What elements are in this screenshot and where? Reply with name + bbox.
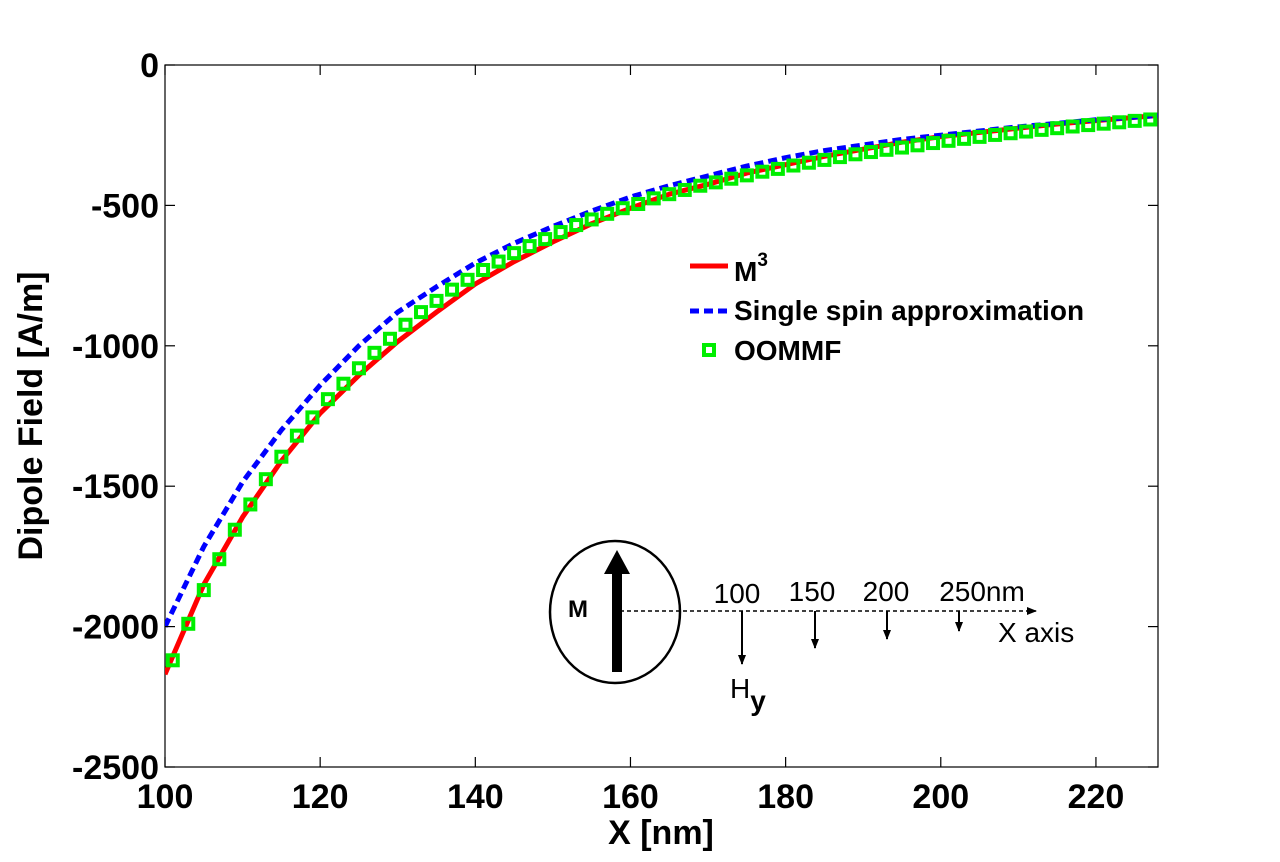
oommf-point-60	[1096, 116, 1111, 131]
oommf-point-37	[739, 168, 754, 183]
oommf-point-16	[414, 305, 429, 320]
x-tick-label-160: 160	[602, 778, 659, 816]
legend-label-m3: M3	[734, 250, 768, 287]
oommf-point-23	[522, 239, 537, 254]
oommf-point-39	[770, 161, 785, 176]
oommf-point-3	[212, 552, 227, 567]
oommf-point-50	[941, 133, 956, 148]
oommf-point-11	[336, 376, 351, 391]
oommf-point-63	[1143, 112, 1158, 127]
oommf-point-24	[538, 232, 553, 247]
oommf-point-56	[1034, 122, 1049, 137]
oommf-point-49	[926, 136, 941, 151]
oommf-point-61	[1112, 115, 1127, 130]
x-tick-label-120: 120	[292, 778, 349, 816]
oommf-point-34	[693, 178, 708, 193]
oommf-point-13	[367, 345, 382, 360]
oommf-point-29	[615, 201, 630, 216]
oommf-point-14	[382, 331, 397, 346]
inset-distance-150: 150	[789, 576, 836, 607]
y-axis-label: Dipole Field [A/m]	[12, 272, 50, 561]
oommf-point-41	[801, 155, 816, 170]
inset-distance-200: 200	[863, 576, 910, 607]
oommf-point-54	[1003, 126, 1018, 141]
legend-label-single-spin: Single spin approximation	[734, 295, 1084, 326]
y-tick-label--2500: -2500	[72, 749, 159, 787]
oommf-point-17	[429, 293, 444, 308]
inset-distance-250nm: 250nm	[939, 576, 1025, 607]
oommf-point-45	[863, 145, 878, 160]
oommf-point-38	[755, 164, 770, 179]
x-tick-label-100: 100	[137, 778, 194, 816]
inset-schematic: M 100 150 200 250nm X axis Hy	[548, 539, 1074, 716]
oommf-point-44	[848, 147, 863, 162]
tick-layer: 100 120 140 160 180 200 220 0 -500 -1000 -1500 -200…	[72, 47, 1158, 816]
x-tick-label-140: 140	[447, 778, 504, 816]
legend-swatch-oommf	[702, 343, 716, 357]
oommf-point-55	[1019, 124, 1034, 139]
oommf-point-43	[832, 150, 847, 165]
oommf-point-59	[1081, 118, 1096, 133]
oommf-point-10	[320, 392, 335, 407]
oommf-point-46	[879, 142, 894, 157]
x-tick-label-200: 200	[912, 778, 969, 816]
oommf-point-51	[957, 131, 972, 146]
x-tick-label-220: 220	[1068, 778, 1125, 816]
oommf-point-26	[569, 218, 584, 233]
oommf-point-28	[600, 206, 615, 221]
magnetization-arrowhead	[604, 550, 630, 574]
y-tick-label--2000: -2000	[72, 609, 159, 647]
oommf-point-18	[445, 282, 460, 297]
inset-hy-label: Hy	[730, 673, 766, 716]
oommf-point-48	[910, 138, 925, 153]
oommf-point-35	[708, 175, 723, 190]
oommf-point-7	[274, 449, 289, 464]
legend: M3 Single spin approximation OOMMF	[690, 250, 1084, 366]
y-tick-label--500: -500	[91, 187, 159, 225]
oommf-point-33	[677, 182, 692, 197]
inset-x-axis-label: X axis	[998, 617, 1074, 648]
oommf-point-0	[165, 653, 180, 668]
oommf-point-57	[1050, 121, 1065, 136]
oommf-point-62	[1127, 113, 1142, 128]
oommf-point-52	[972, 129, 987, 144]
oommf-point-19	[460, 272, 475, 287]
oommf-point-4	[227, 522, 242, 537]
oommf-point-15	[398, 317, 413, 332]
oommf-point-53	[988, 127, 1003, 142]
oommf-point-32	[662, 187, 677, 202]
oommf-point-12	[351, 361, 366, 376]
legend-label-oommf: OOMMF	[734, 335, 841, 366]
oommf-point-30	[631, 196, 646, 211]
oommf-point-5	[243, 497, 258, 512]
oommf-point-9	[305, 410, 320, 425]
oommf-point-6	[258, 472, 273, 487]
series-line-single-spin	[165, 113, 1158, 628]
y-tick-label-0: 0	[140, 47, 159, 85]
oommf-point-27	[584, 212, 599, 227]
oommf-point-47	[894, 140, 909, 155]
oommf-point-1	[181, 616, 196, 631]
y-tick-label--1000: -1000	[72, 328, 159, 366]
oommf-point-20	[476, 262, 491, 277]
oommf-point-8	[289, 428, 304, 443]
oommf-point-36	[724, 171, 739, 186]
oommf-point-25	[553, 225, 568, 240]
inset-m-label: M	[568, 596, 588, 623]
x-tick-label-180: 180	[757, 778, 814, 816]
series-layer	[165, 112, 1158, 676]
oommf-point-21	[491, 254, 506, 269]
inset-distance-100: 100	[714, 578, 761, 609]
oommf-point-40	[786, 158, 801, 173]
oommf-point-31	[646, 191, 661, 206]
x-axis-label: X [nm]	[608, 814, 714, 852]
oommf-point-58	[1065, 119, 1080, 134]
oommf-point-2	[196, 583, 211, 598]
oommf-point-22	[507, 246, 522, 261]
y-tick-label--1500: -1500	[72, 468, 159, 506]
oommf-point-42	[817, 152, 832, 167]
